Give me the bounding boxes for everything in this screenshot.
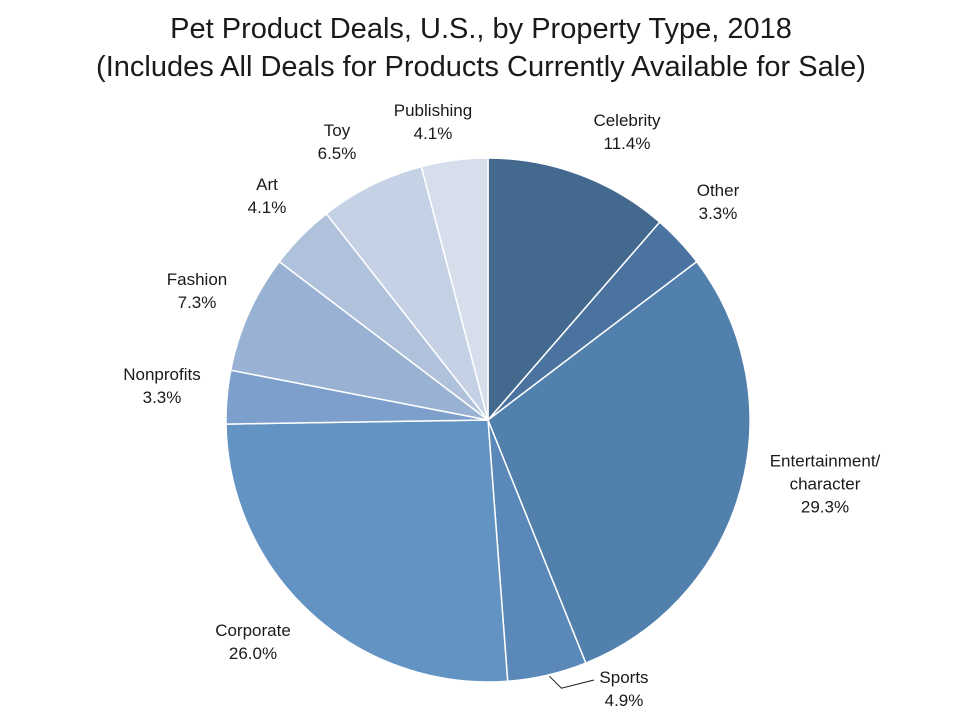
pie-slices	[225, 157, 751, 683]
slice-label-nonprofits: Nonprofits 3.3%	[123, 365, 200, 407]
pie-slice-corporate	[225, 419, 509, 683]
chart-title-line-1: Pet Product Deals, U.S., by Property Typ…	[170, 13, 792, 45]
slice-label-toy: Toy 6.5%	[318, 121, 357, 163]
leader-line-sports	[549, 675, 595, 689]
pie-slice-entertainment-character	[487, 260, 751, 665]
pie-slice-fashion	[229, 260, 489, 421]
slice-label-entertainment-character: Entertainment/character 29.3%	[770, 451, 881, 516]
chart-title-line-2: (Includes All Deals for Products Current…	[96, 51, 866, 83]
pie-slice-publishing	[420, 157, 489, 421]
slice-label-sports: Sports 4.9%	[599, 668, 648, 710]
slice-label-celebrity: Celebrity 11.4%	[593, 111, 661, 153]
slice-label-other: Other 3.3%	[697, 181, 740, 223]
slice-label-publishing: Publishing 4.1%	[394, 101, 472, 143]
slice-labels: Celebrity 11.4% Other 3.3% Entertainment/cha…	[123, 101, 880, 710]
slice-label-corporate: Corporate 26.0%	[215, 621, 291, 663]
slice-label-fashion: Fashion 7.3%	[167, 270, 227, 312]
slice-label-art: Art 4.1%	[248, 175, 287, 217]
chart-title: Pet Product Deals, U.S., by Property Typ…	[0, 10, 962, 86]
pie-slice-celebrity	[487, 157, 661, 423]
